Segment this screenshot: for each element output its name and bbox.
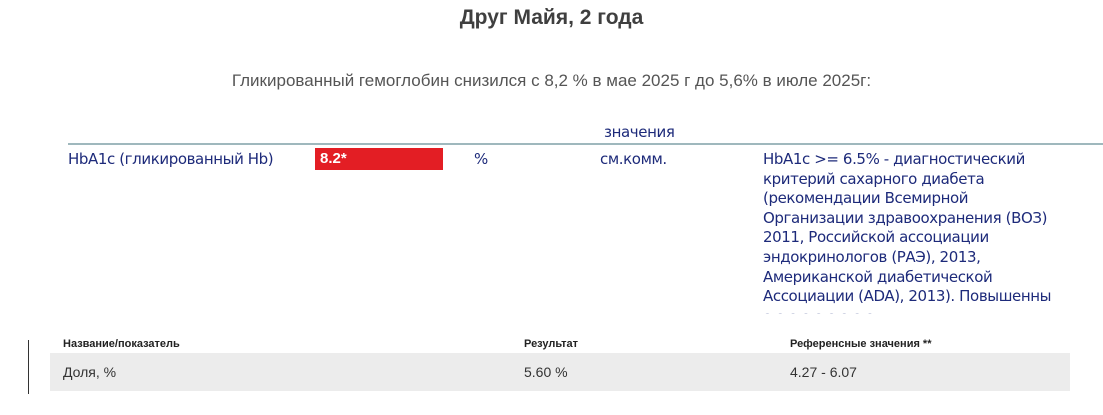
- comment-line: критерий сахарного диабета: [763, 169, 985, 188]
- comment-line: эндокринологов (РАЭ), 2013,: [763, 247, 981, 266]
- test-name: HbA1c (гликированный Hb): [68, 150, 274, 168]
- cell-name: Доля, %: [63, 364, 117, 380]
- header-reference: Референсные значения **: [790, 338, 932, 350]
- table-row: [50, 353, 1070, 391]
- column-header-values: значения: [604, 123, 675, 141]
- comment: HbA1c >= 6.5% - диагностический критерий…: [763, 150, 1103, 314]
- reference-value: см.комм.: [600, 150, 667, 168]
- comment-line: Американской диабетической: [763, 267, 993, 286]
- header-result: Результат: [524, 338, 579, 350]
- comment-line-clipped: • • • • • • • • •: [763, 307, 1103, 314]
- left-border: [28, 340, 29, 394]
- result-highlight: [315, 148, 443, 170]
- unit: %: [474, 150, 488, 168]
- comment-line: (рекомендации Всемирной: [763, 189, 969, 208]
- result-value: 8.2*: [320, 150, 347, 167]
- page-title: Друг Майя, 2 года: [459, 6, 644, 29]
- comment-line: 2011, Российской ассоциации: [763, 228, 989, 247]
- header-name: Название/показатель: [63, 338, 180, 350]
- cell-result: 5.60 %: [524, 364, 568, 380]
- comment-line: HbA1c >= 6.5% - диагностический: [763, 150, 1025, 168]
- comment-line: Организации здравоохранения (ВОЗ): [763, 208, 1048, 227]
- header-divider: [68, 143, 1103, 145]
- cell-reference: 4.27 - 6.07: [790, 364, 857, 380]
- summary-text: Гликированный гемоглобин снизился с 8,2 …: [231, 71, 872, 90]
- comment-line: Ассоциации (ADA), 2013). Повышенны: [763, 287, 1052, 306]
